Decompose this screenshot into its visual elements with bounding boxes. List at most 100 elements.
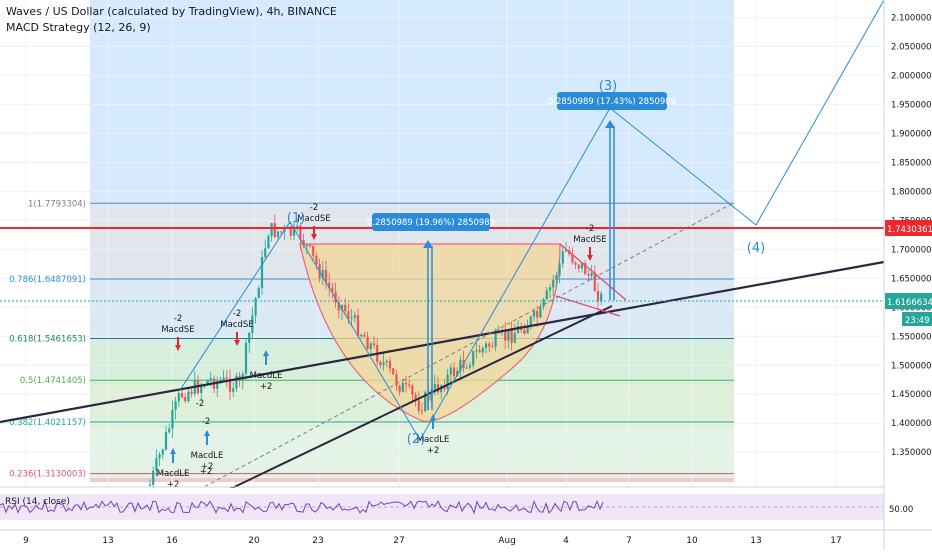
elliott-wave-path [179,0,885,441]
y-tick-label: 1.9000000 [891,129,932,139]
countdown-badge [902,312,932,326]
candle-body [267,236,270,249]
candle-body [392,368,395,375]
candle-body [526,326,529,334]
candle-body [187,391,190,402]
candle-body [276,231,280,238]
signal-name: MacdLE [157,469,190,479]
candle-body [171,409,174,429]
time-axis[interactable]: 9 13 16 20 23 27 Aug 4 7 10 13 17 [23,536,842,546]
measure-label-box-1[interactable] [372,213,490,231]
x-tick-label: 27 [393,536,404,546]
y-tick-label: 2.1000000 [891,13,932,23]
y-tick-label: 1.5500000 [891,332,932,342]
y-tick-label: 1.8500000 [891,158,932,168]
x-tick-label: 13 [750,536,761,546]
candle-body [372,343,376,346]
y-tick-label: 1.9500000 [891,100,932,110]
y-tick-label: 1.3500000 [891,448,932,458]
candle-body [321,269,324,279]
y-tick-label: 1.4000000 [891,419,932,429]
candle-body [241,373,244,380]
elliott-wave-label: (3) [599,79,617,94]
candle-body [340,304,344,311]
candle-body [270,223,273,237]
wedge-upper [559,243,627,301]
candle-body [593,272,596,291]
wave-label-layer: (1) (2) (3) (4) [287,79,765,447]
x-tick-label: Aug [498,536,516,546]
candle-body [161,449,164,455]
signal-arrow-head [311,234,317,240]
signal-name: MacdSE [573,235,606,245]
signal-arrow-head [175,345,181,351]
candle-body [174,401,177,410]
candle-body [484,343,488,348]
candle-body [222,377,225,381]
long-entry-signal: MacdLE+2 [191,430,223,472]
candle-body [539,306,542,318]
candle-body [398,385,401,392]
signal-name: MacdSE [297,214,330,224]
rsi-band [0,494,884,520]
y-tick-label: 1.5000000 [891,361,932,371]
candle-body [548,287,552,291]
candle-body [244,342,248,374]
y-tick-label: 1.4500000 [891,390,932,400]
signal-qty: -2 [174,314,182,324]
candle-body [561,251,564,264]
measure-label-box-2[interactable] [557,92,667,110]
candle-body [404,382,408,385]
candle-body [420,410,424,412]
candle-body [366,336,369,350]
candle-body [350,317,353,320]
candle-body [232,388,235,392]
candle-body [513,333,516,343]
candle-body [571,254,574,263]
elliott-wave-label: (1) [287,211,305,226]
signal-qty: +2 [167,480,180,490]
fib-level-label: 0.236(1.3130003) [9,470,86,480]
candle-body [491,346,494,348]
candle-body [584,263,587,275]
chart-title: Waves / US Dollar (calculated by Trading… [6,5,337,18]
candle-body [148,484,152,486]
cup-pattern [299,243,561,422]
countdown-badge-text: 23:49 [905,316,930,326]
x-tick-label: 17 [830,536,841,546]
misc-qty-label: -2 [202,417,210,427]
candle-body [414,394,417,401]
candle-body [452,367,456,377]
candle-body [475,350,478,352]
candle-body [302,240,305,246]
candle-body [529,316,532,327]
x-tick-label: 10 [686,536,698,546]
signal-name: MacdLE [250,371,283,381]
candle-body [590,272,593,276]
candle-body [411,385,414,395]
candle-body [379,361,382,366]
candle-body [251,315,254,334]
candle-body [308,244,312,246]
candle-body [488,343,491,347]
candle-body [257,288,260,299]
candle-body [337,302,340,311]
candle-body [388,360,392,369]
x-tick-label: 20 [248,536,260,546]
candle-body [574,262,577,265]
rsi-level-badge [885,501,932,515]
long-entry-signal: MacdLE+2 [250,350,283,392]
candle-body [296,225,299,228]
fib-level-label: 0.618(1.5461653) [9,334,86,344]
signal-qty: +2 [260,382,273,392]
candle-body [328,282,331,288]
candle-body [254,298,257,316]
candle-body [264,248,267,257]
signal-qty: -2 [233,309,241,319]
signal-name: MacdSE [220,320,253,330]
fib-level-label: 0.786(1.6487091) [9,275,86,285]
candle-body [382,362,385,366]
candle-body [424,392,427,412]
x-tick-label: 13 [102,536,113,546]
